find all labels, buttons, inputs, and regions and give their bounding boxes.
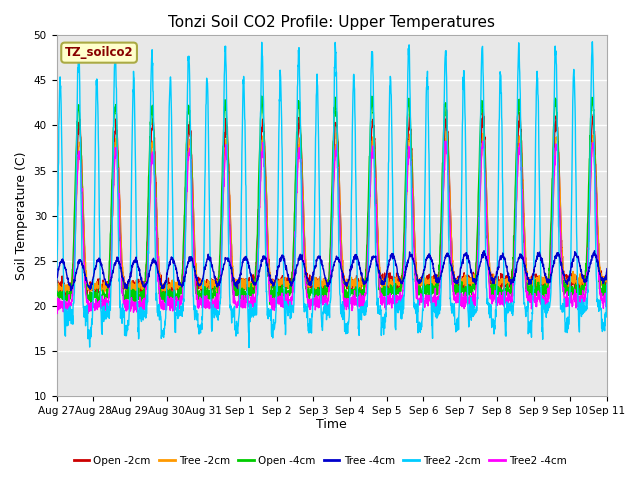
Y-axis label: Soil Temperature (C): Soil Temperature (C) <box>15 151 28 280</box>
Legend: Open -2cm, Tree -2cm, Open -4cm, Tree -4cm, Tree2 -2cm, Tree2 -4cm: Open -2cm, Tree -2cm, Open -4cm, Tree -4… <box>69 452 571 470</box>
Text: TZ_soilco2: TZ_soilco2 <box>65 46 133 59</box>
X-axis label: Time: Time <box>316 419 347 432</box>
Title: Tonzi Soil CO2 Profile: Upper Temperatures: Tonzi Soil CO2 Profile: Upper Temperatur… <box>168 15 495 30</box>
